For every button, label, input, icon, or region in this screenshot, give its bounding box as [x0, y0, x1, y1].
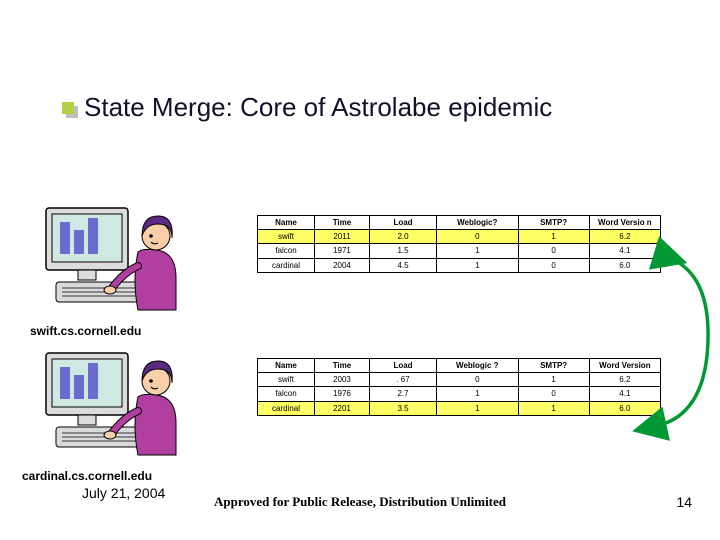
slide-title: State Merge: Core of Astrolabe epidemic: [84, 92, 552, 123]
person-at-computer-icon: [38, 200, 188, 320]
table-cell: 0: [518, 244, 589, 258]
table-row: swift2003. 67016.2: [258, 373, 661, 387]
table-cell: 1: [437, 401, 518, 415]
state-table-swift: Name Time Load Weblogic? SMTP? Word Vers…: [257, 215, 661, 273]
slide-title-row: State Merge: Core of Astrolabe epidemic: [62, 92, 552, 123]
col-name: Name: [258, 216, 315, 230]
col-smtp: SMTP?: [518, 216, 589, 230]
table-cell: falcon: [258, 387, 315, 401]
table-row: swift20112.0016.2: [258, 230, 661, 244]
table-cell: 2.0: [369, 230, 436, 244]
table-cell: 0: [437, 230, 518, 244]
host-label-cardinal: cardinal.cs.cornell.edu: [22, 469, 152, 483]
table-cell: cardinal: [258, 401, 315, 415]
table-cell: cardinal: [258, 258, 315, 272]
state-table-cardinal: Name Time Load Weblogic ? SMTP? Word Ver…: [257, 358, 661, 416]
table-cell: 2011: [314, 230, 369, 244]
table-cell: 2.7: [369, 387, 436, 401]
table-cell: 1: [518, 230, 589, 244]
col-time: Time: [314, 216, 369, 230]
person-at-computer-icon: [38, 345, 188, 465]
col-name: Name: [258, 359, 315, 373]
table-row: cardinal20044.5106.0: [258, 258, 661, 272]
table-cell: 1: [518, 401, 589, 415]
merge-arrow-icon: [650, 210, 720, 450]
table-cell: 1: [437, 258, 518, 272]
table-cell: 1: [518, 373, 589, 387]
table-cell: . 67: [369, 373, 436, 387]
col-smtp: SMTP?: [518, 359, 589, 373]
col-load: Load: [369, 359, 436, 373]
table-cell: 2004: [314, 258, 369, 272]
table-cell: 2201: [314, 401, 369, 415]
table-cell: 0: [518, 258, 589, 272]
table-cell: 1: [437, 244, 518, 258]
table-cell: 1971: [314, 244, 369, 258]
table-header-row: Name Time Load Weblogic ? SMTP? Word Ver…: [258, 359, 661, 373]
table-cell: falcon: [258, 244, 315, 258]
table-cell: 0: [437, 373, 518, 387]
col-load: Load: [369, 216, 436, 230]
table-cell: 1976: [314, 387, 369, 401]
table-cell: 3.5: [369, 401, 436, 415]
table-row: cardinal22013.5116.0: [258, 401, 661, 415]
title-bullet: [62, 102, 74, 114]
table-cell: swift: [258, 373, 315, 387]
release-footer: Approved for Public Release, Distributio…: [0, 494, 720, 510]
col-weblogic: Weblogic?: [437, 216, 518, 230]
col-weblogic: Weblogic ?: [437, 359, 518, 373]
table-cell: 0: [518, 387, 589, 401]
table-cell: 4.5: [369, 258, 436, 272]
table-cell: 2003: [314, 373, 369, 387]
table-cell: swift: [258, 230, 315, 244]
table-row: falcon19762.7104.1: [258, 387, 661, 401]
table-cell: 1.5: [369, 244, 436, 258]
host-label-swift: swift.cs.cornell.edu: [30, 324, 141, 338]
table-header-row: Name Time Load Weblogic? SMTP? Word Vers…: [258, 216, 661, 230]
page-number: 14: [676, 494, 692, 510]
col-time: Time: [314, 359, 369, 373]
table-row: falcon19711.5104.1: [258, 244, 661, 258]
table-cell: 1: [437, 387, 518, 401]
